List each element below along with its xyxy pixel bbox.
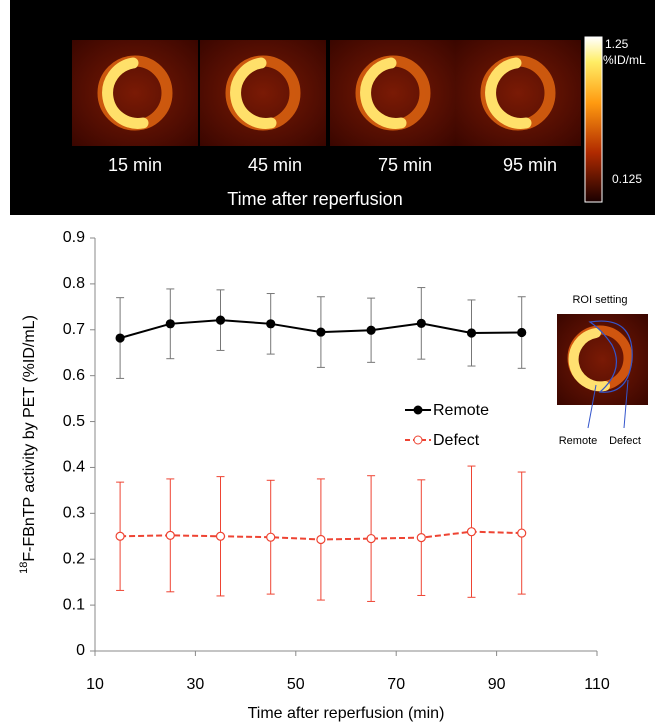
- data-point: [518, 329, 526, 337]
- roi-title: ROI setting: [572, 294, 627, 306]
- x-tick-label: 110: [584, 676, 610, 693]
- image-label: 75 min: [378, 155, 432, 175]
- image-label: 45 min: [248, 155, 302, 175]
- legend-label: Defect: [433, 432, 480, 449]
- y-tick-label: 0.5: [63, 413, 85, 430]
- y-tick-label: 0.9: [63, 229, 85, 246]
- y-axis-title-prefix: 18: [18, 562, 30, 574]
- data-point: [166, 531, 174, 539]
- data-point: [417, 319, 425, 327]
- colorbar-unit: %ID/mL: [603, 53, 646, 67]
- colorbar-max: 1.25: [605, 37, 629, 51]
- data-point: [116, 532, 124, 540]
- data-point: [367, 535, 375, 543]
- data-point: [417, 534, 425, 542]
- image-label: 95 min: [503, 155, 557, 175]
- data-point: [317, 328, 325, 336]
- x-tick-label: 10: [86, 676, 104, 693]
- legend-label: Remote: [433, 402, 489, 419]
- roi-inset: ROI setting Remote Defect: [557, 294, 648, 447]
- y-tick-label: 0.3: [63, 505, 85, 522]
- image-label: 15 min: [108, 155, 162, 175]
- x-tick-label: 50: [287, 676, 305, 693]
- x-tick-label: 30: [187, 676, 205, 693]
- data-point: [468, 528, 476, 536]
- data-point: [166, 320, 174, 328]
- x-tick-label: 70: [387, 676, 405, 693]
- y-tick-label: 0.2: [63, 550, 85, 567]
- x-tick-label: 90: [488, 676, 506, 693]
- y-tick-label: 0.4: [63, 459, 85, 476]
- page: {"panel": {"image_labels": ["15 min", "4…: [0, 0, 655, 725]
- series: [116, 466, 526, 601]
- legend-marker: [414, 406, 422, 414]
- y-tick-label: 0.6: [63, 367, 85, 384]
- data-point: [217, 532, 225, 540]
- data-point: [217, 316, 225, 324]
- colorbar: [585, 37, 602, 202]
- y-tick-label: 0.7: [63, 321, 85, 338]
- data-point: [317, 535, 325, 543]
- series: [116, 288, 526, 379]
- colorbar-min: 0.125: [612, 172, 642, 186]
- data-point: [267, 320, 275, 328]
- y-tick-label: 0.1: [63, 596, 85, 613]
- figure: Time after reperfusion 1.25 %ID/mL 0.125…: [0, 0, 655, 725]
- roi-label: Defect: [609, 435, 641, 447]
- y-axis-title: 18F-FBnTP activity by PET (%ID/mL): [18, 315, 38, 574]
- y-axis-title-text: F-FBnTP activity by PET (%ID/mL): [21, 315, 38, 562]
- data-point: [468, 329, 476, 337]
- roi-label: Remote: [559, 435, 598, 447]
- data-point: [267, 533, 275, 541]
- data-point: [116, 334, 124, 342]
- y-tick-label: 0: [76, 642, 85, 659]
- legend-marker: [414, 436, 422, 444]
- data-point: [518, 529, 526, 537]
- x-axis-title: Time after reperfusion (min): [248, 705, 445, 722]
- data-point: [367, 326, 375, 334]
- panel-caption: Time after reperfusion: [227, 189, 402, 209]
- y-tick-label: 0.8: [63, 275, 85, 292]
